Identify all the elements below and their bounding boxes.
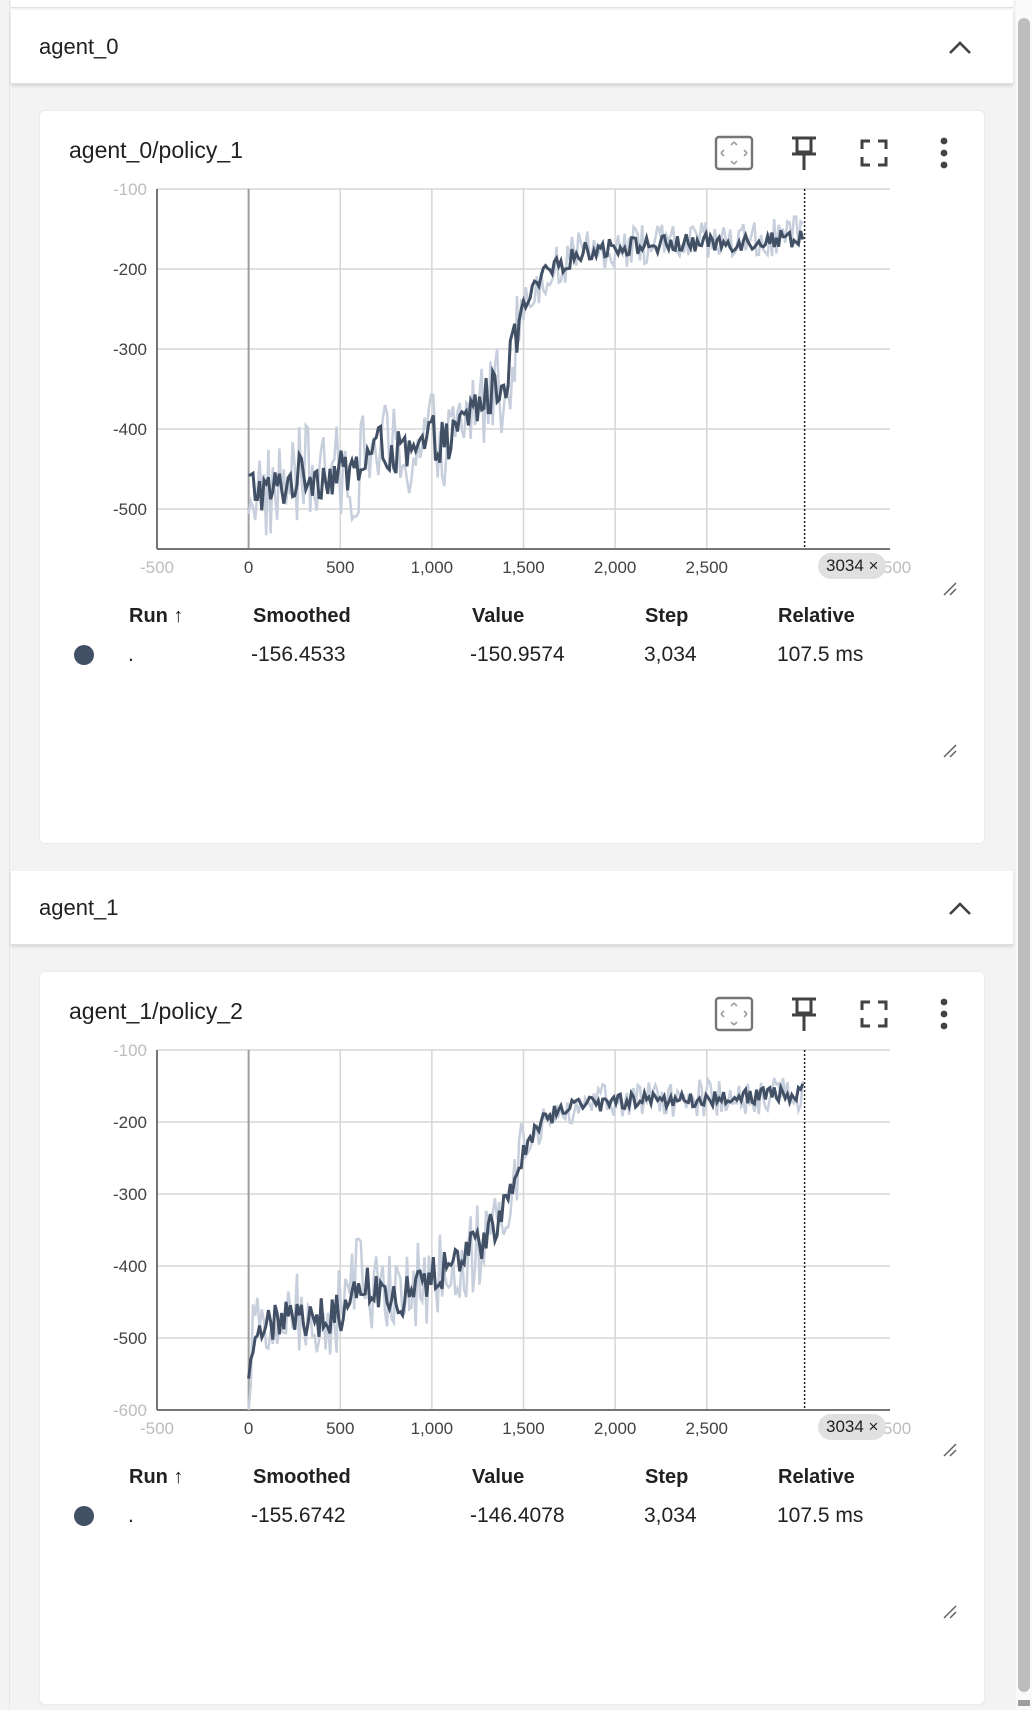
x-tick-label: 1,500: [502, 558, 545, 577]
resize-icon[interactable]: [942, 743, 958, 759]
chevron-up-icon[interactable]: [946, 897, 974, 921]
y-tick-label: -400: [113, 1257, 147, 1276]
x-tick-label: 1,000: [411, 558, 454, 577]
step-value: 3,034: [644, 1504, 697, 1527]
smoothed-series-line: [248, 228, 805, 511]
relative-value: 107.5 ms: [777, 643, 864, 666]
pin-icon[interactable]: [782, 992, 826, 1036]
previous-card-edge: [11, 0, 1013, 8]
group-title: agent_0: [39, 34, 119, 59]
x-tick-label: 2,000: [594, 1419, 637, 1438]
resize-icon[interactable]: [942, 581, 958, 597]
scalar-card: agent_1/policy_2 -100 -200 -300 -400 -500 -60…: [39, 971, 985, 1705]
x-tick-label: 1,500: [502, 1419, 545, 1438]
line-chart[interactable]: -100-200-300-400-500-600-500 0 500 1,000 1,5…: [40, 972, 986, 1512]
crosshair-step-chip[interactable]: 3034 ×: [818, 553, 887, 579]
y-tick-label: -300: [113, 340, 147, 359]
pin-icon[interactable]: [782, 131, 826, 175]
col-step-header[interactable]: Step: [645, 605, 689, 627]
scrollbar[interactable]: [1016, 0, 1032, 1710]
x-tick-label: 2,000: [594, 558, 637, 577]
group-header[interactable]: agent_0: [11, 10, 1013, 84]
fit-domain-icon[interactable]: [712, 992, 756, 1036]
crosshair-step-chip[interactable]: 3034 ×: [818, 1414, 887, 1440]
x-tick-label: 0: [244, 1419, 253, 1438]
more-vert-icon[interactable]: [922, 131, 966, 175]
y-tick-label: -200: [113, 1113, 147, 1132]
x-tick-label: 0: [244, 558, 253, 577]
resize-icon[interactable]: [942, 1604, 958, 1620]
raw-series-line: [247, 1076, 805, 1411]
group-agent-1: agent_1 agent_1/policy_2 -100 -200 -300 -40…: [11, 871, 1013, 1710]
col-run-header[interactable]: Run ↑: [129, 605, 184, 627]
col-relative-header[interactable]: Relative: [778, 605, 855, 627]
x-tick-label: -500: [140, 558, 174, 577]
y-tick-label: -500: [113, 500, 147, 519]
y-tick-label: -300: [113, 1185, 147, 1204]
scalar-card: agent_0/policy_1 -100 -200 -300 -400 -500 -50…: [39, 110, 985, 844]
step-value: 3,034: [644, 643, 697, 666]
x-tick-label: 2,500: [685, 1419, 728, 1438]
fit-domain-icon[interactable]: [712, 131, 756, 175]
more-vert-icon[interactable]: [922, 992, 966, 1036]
run-name: .: [128, 1504, 134, 1527]
card-title: agent_1/policy_2: [69, 998, 243, 1024]
smoothed-series-line: [247, 1082, 805, 1379]
col-smoothed-header[interactable]: Smoothed: [253, 605, 351, 627]
group-title: agent_1: [39, 895, 119, 920]
resize-icon[interactable]: [942, 1442, 958, 1458]
relative-value: 107.5 ms: [777, 1504, 864, 1527]
x-tick-label: 2,500: [685, 558, 728, 577]
col-smoothed-header[interactable]: Smoothed: [253, 1466, 351, 1488]
left-panel-edge: [0, 0, 10, 1710]
col-value-header[interactable]: Value: [472, 605, 525, 627]
y-tick-label: -500: [113, 1329, 147, 1348]
fullscreen-icon[interactable]: [852, 992, 896, 1036]
card-title: agent_0/policy_1: [69, 137, 243, 163]
col-relative-header[interactable]: Relative: [778, 1466, 855, 1488]
run-color-dot: [74, 645, 94, 665]
fullscreen-icon[interactable]: [852, 131, 896, 175]
y-tick-label: -600: [113, 1401, 147, 1420]
x-tick-label: 500: [326, 1419, 354, 1438]
run-name: .: [128, 643, 134, 666]
group-header[interactable]: agent_1: [11, 871, 1013, 945]
col-step-header[interactable]: Step: [645, 1466, 689, 1488]
raw-value: -150.9574: [470, 643, 565, 666]
y-tick-label: -400: [113, 420, 147, 439]
smoothed-value: -156.4533: [251, 643, 346, 666]
col-value-header[interactable]: Value: [472, 1466, 525, 1488]
scrollbar-thumb[interactable]: [1018, 18, 1030, 1692]
line-chart[interactable]: -100 -200 -300 -400 -500 -500 0 500 1,000 1,500 2,…: [40, 111, 986, 651]
scroll-down-arrow[interactable]: [1018, 1700, 1030, 1706]
y-tick-label: -100: [113, 180, 147, 199]
run-color-dot: [74, 1506, 94, 1526]
x-tick-label: 500: [326, 558, 354, 577]
group-agent-0: agent_0 agent_0/policy_1 -100 -200 -300 -40…: [11, 10, 1013, 844]
x-tick-label: -500: [140, 1419, 174, 1438]
raw-value: -146.4078: [470, 1504, 565, 1527]
x-tick-label: 1,000: [411, 1419, 454, 1438]
y-tick-label: -100: [113, 1041, 147, 1060]
col-run-header[interactable]: Run ↑: [129, 1466, 184, 1488]
chevron-up-icon[interactable]: [946, 36, 974, 60]
y-tick-label: -200: [113, 260, 147, 279]
smoothed-value: -155.6742: [251, 1504, 346, 1527]
